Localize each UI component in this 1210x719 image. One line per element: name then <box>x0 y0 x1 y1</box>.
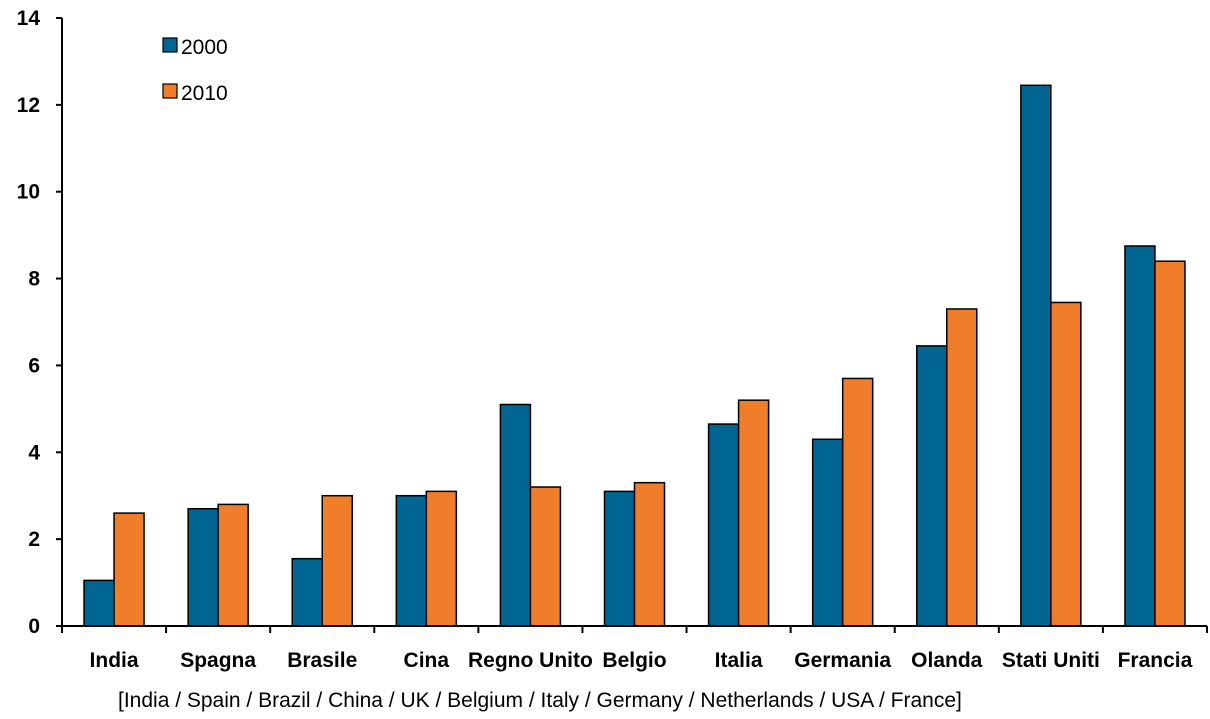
bar-2010-brasile <box>321 494 353 627</box>
legend-label-2010: 2010 <box>181 82 228 105</box>
bar-2000-cina <box>395 494 428 627</box>
bars-group <box>83 84 1186 627</box>
bar-2010-india <box>113 512 145 627</box>
x-ticks-group: India Spagna Brasile Cina Regno Unito Belgio I… <box>61 626 1208 672</box>
y-tick-label: 10 <box>17 181 40 204</box>
legend-swatch-2010 <box>162 83 178 99</box>
bar-2000-india <box>83 579 115 627</box>
y-ticks-group: 0 2 4 6 8 10 12 14 <box>17 7 62 638</box>
legend-label-2000: 2000 <box>181 36 228 59</box>
bar-2000-regno-unito <box>499 403 532 627</box>
bar-2000-germania <box>811 438 844 627</box>
x-tick-label-italia: Italia <box>715 649 763 672</box>
y-tick-label: 4 <box>28 441 40 464</box>
bar-2010-italia <box>737 399 770 627</box>
bar-2010-belgio <box>633 481 666 627</box>
x-tick-label-india: India <box>90 649 139 672</box>
y-tick-label: 8 <box>28 268 40 291</box>
bar-2010-cina <box>425 490 458 627</box>
y-tick-label: 14 <box>17 7 41 30</box>
x-tick-label-brasile: Brasile <box>287 649 357 672</box>
x-tick-label-olanda: Olanda <box>911 649 983 672</box>
x-tick-label-cina: Cina <box>404 649 450 672</box>
bar-2010-regno-unito <box>529 486 562 627</box>
bar-2010-spagna <box>217 503 249 627</box>
x-tick-label-spagna: Spagna <box>180 649 256 672</box>
chart-caption: [India / Spain / Brazil / China / UK / B… <box>118 689 962 712</box>
y-tick-label: 6 <box>28 354 40 377</box>
bar-2000-brasile <box>291 557 323 627</box>
bar-2000-francia <box>1124 245 1156 627</box>
bar-2010-olanda <box>946 308 978 627</box>
bar-2000-stati-uniti <box>1020 84 1052 627</box>
bar-2010-germania <box>841 377 874 627</box>
y-tick-label: 2 <box>28 528 40 551</box>
legend: 2000 2010 <box>162 36 228 105</box>
y-tick-label: 12 <box>17 94 40 117</box>
x-tick-label-regno-unito: Regno Unito <box>468 649 593 672</box>
x-tick-label-belgio: Belgio <box>602 649 666 672</box>
x-tick-label-germania: Germania <box>794 649 891 672</box>
bar-2000-olanda <box>916 345 948 627</box>
y-tick-label: 0 <box>28 615 40 638</box>
bar-2000-spagna <box>187 507 219 627</box>
bar-2010-stati-uniti <box>1050 301 1082 627</box>
bar-2000-italia <box>707 423 740 627</box>
bar-2010-francia <box>1154 260 1186 627</box>
x-tick-label-francia: Francia <box>1118 649 1193 672</box>
bar-2000-belgio <box>603 490 636 627</box>
x-tick-label-stati-uniti: Stati Uniti <box>1002 649 1100 672</box>
legend-swatch-2000 <box>162 37 178 53</box>
